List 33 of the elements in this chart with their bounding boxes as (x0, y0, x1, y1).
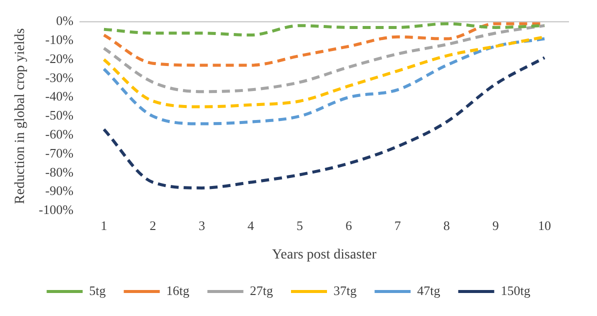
legend-label: 16tg (166, 282, 190, 298)
legend-label: 37tg (334, 282, 358, 298)
line-series (102, 22, 546, 37)
line-series (102, 56, 546, 190)
x-tick-label: 4 (248, 218, 255, 233)
y-tick-label: -40% (45, 88, 74, 104)
y-tick-label: -10% (45, 32, 74, 48)
y-tick-label: -90% (45, 183, 74, 198)
x-tick-label: 10 (538, 218, 552, 233)
x-tick-label: 6 (345, 218, 352, 233)
y-tick-label: -80% (45, 164, 74, 180)
x-tick-label: 5 (296, 218, 303, 233)
y-tick-label: -50% (45, 108, 74, 123)
x-tick-label: 2 (150, 218, 156, 233)
y-tick-label: -100% (38, 202, 74, 218)
x-tick-label: 3 (198, 218, 206, 233)
legend-label: 5tg (89, 282, 106, 298)
legend-label: 150tg (500, 282, 531, 298)
y-axis-title: Reduction in global crop yields (13, 28, 28, 204)
x-tick-label: 1 (100, 218, 108, 233)
legend-label: 47tg (417, 282, 441, 298)
x-tick-label: 7 (394, 218, 402, 233)
line-series (102, 37, 546, 126)
y-tick-label: -30% (45, 70, 74, 85)
line-series (102, 24, 546, 94)
x-tick-label: 9 (492, 218, 499, 233)
y-tick-label: -60% (45, 126, 74, 142)
y-tick-label: 0% (56, 13, 74, 28)
y-tick-label: -20% (45, 50, 74, 66)
x-tick-label: 8 (443, 218, 450, 233)
legend-label: 27tg (250, 282, 274, 298)
x-axis-title: Years post disaster (272, 247, 377, 262)
y-tick-label: -70% (45, 145, 74, 160)
